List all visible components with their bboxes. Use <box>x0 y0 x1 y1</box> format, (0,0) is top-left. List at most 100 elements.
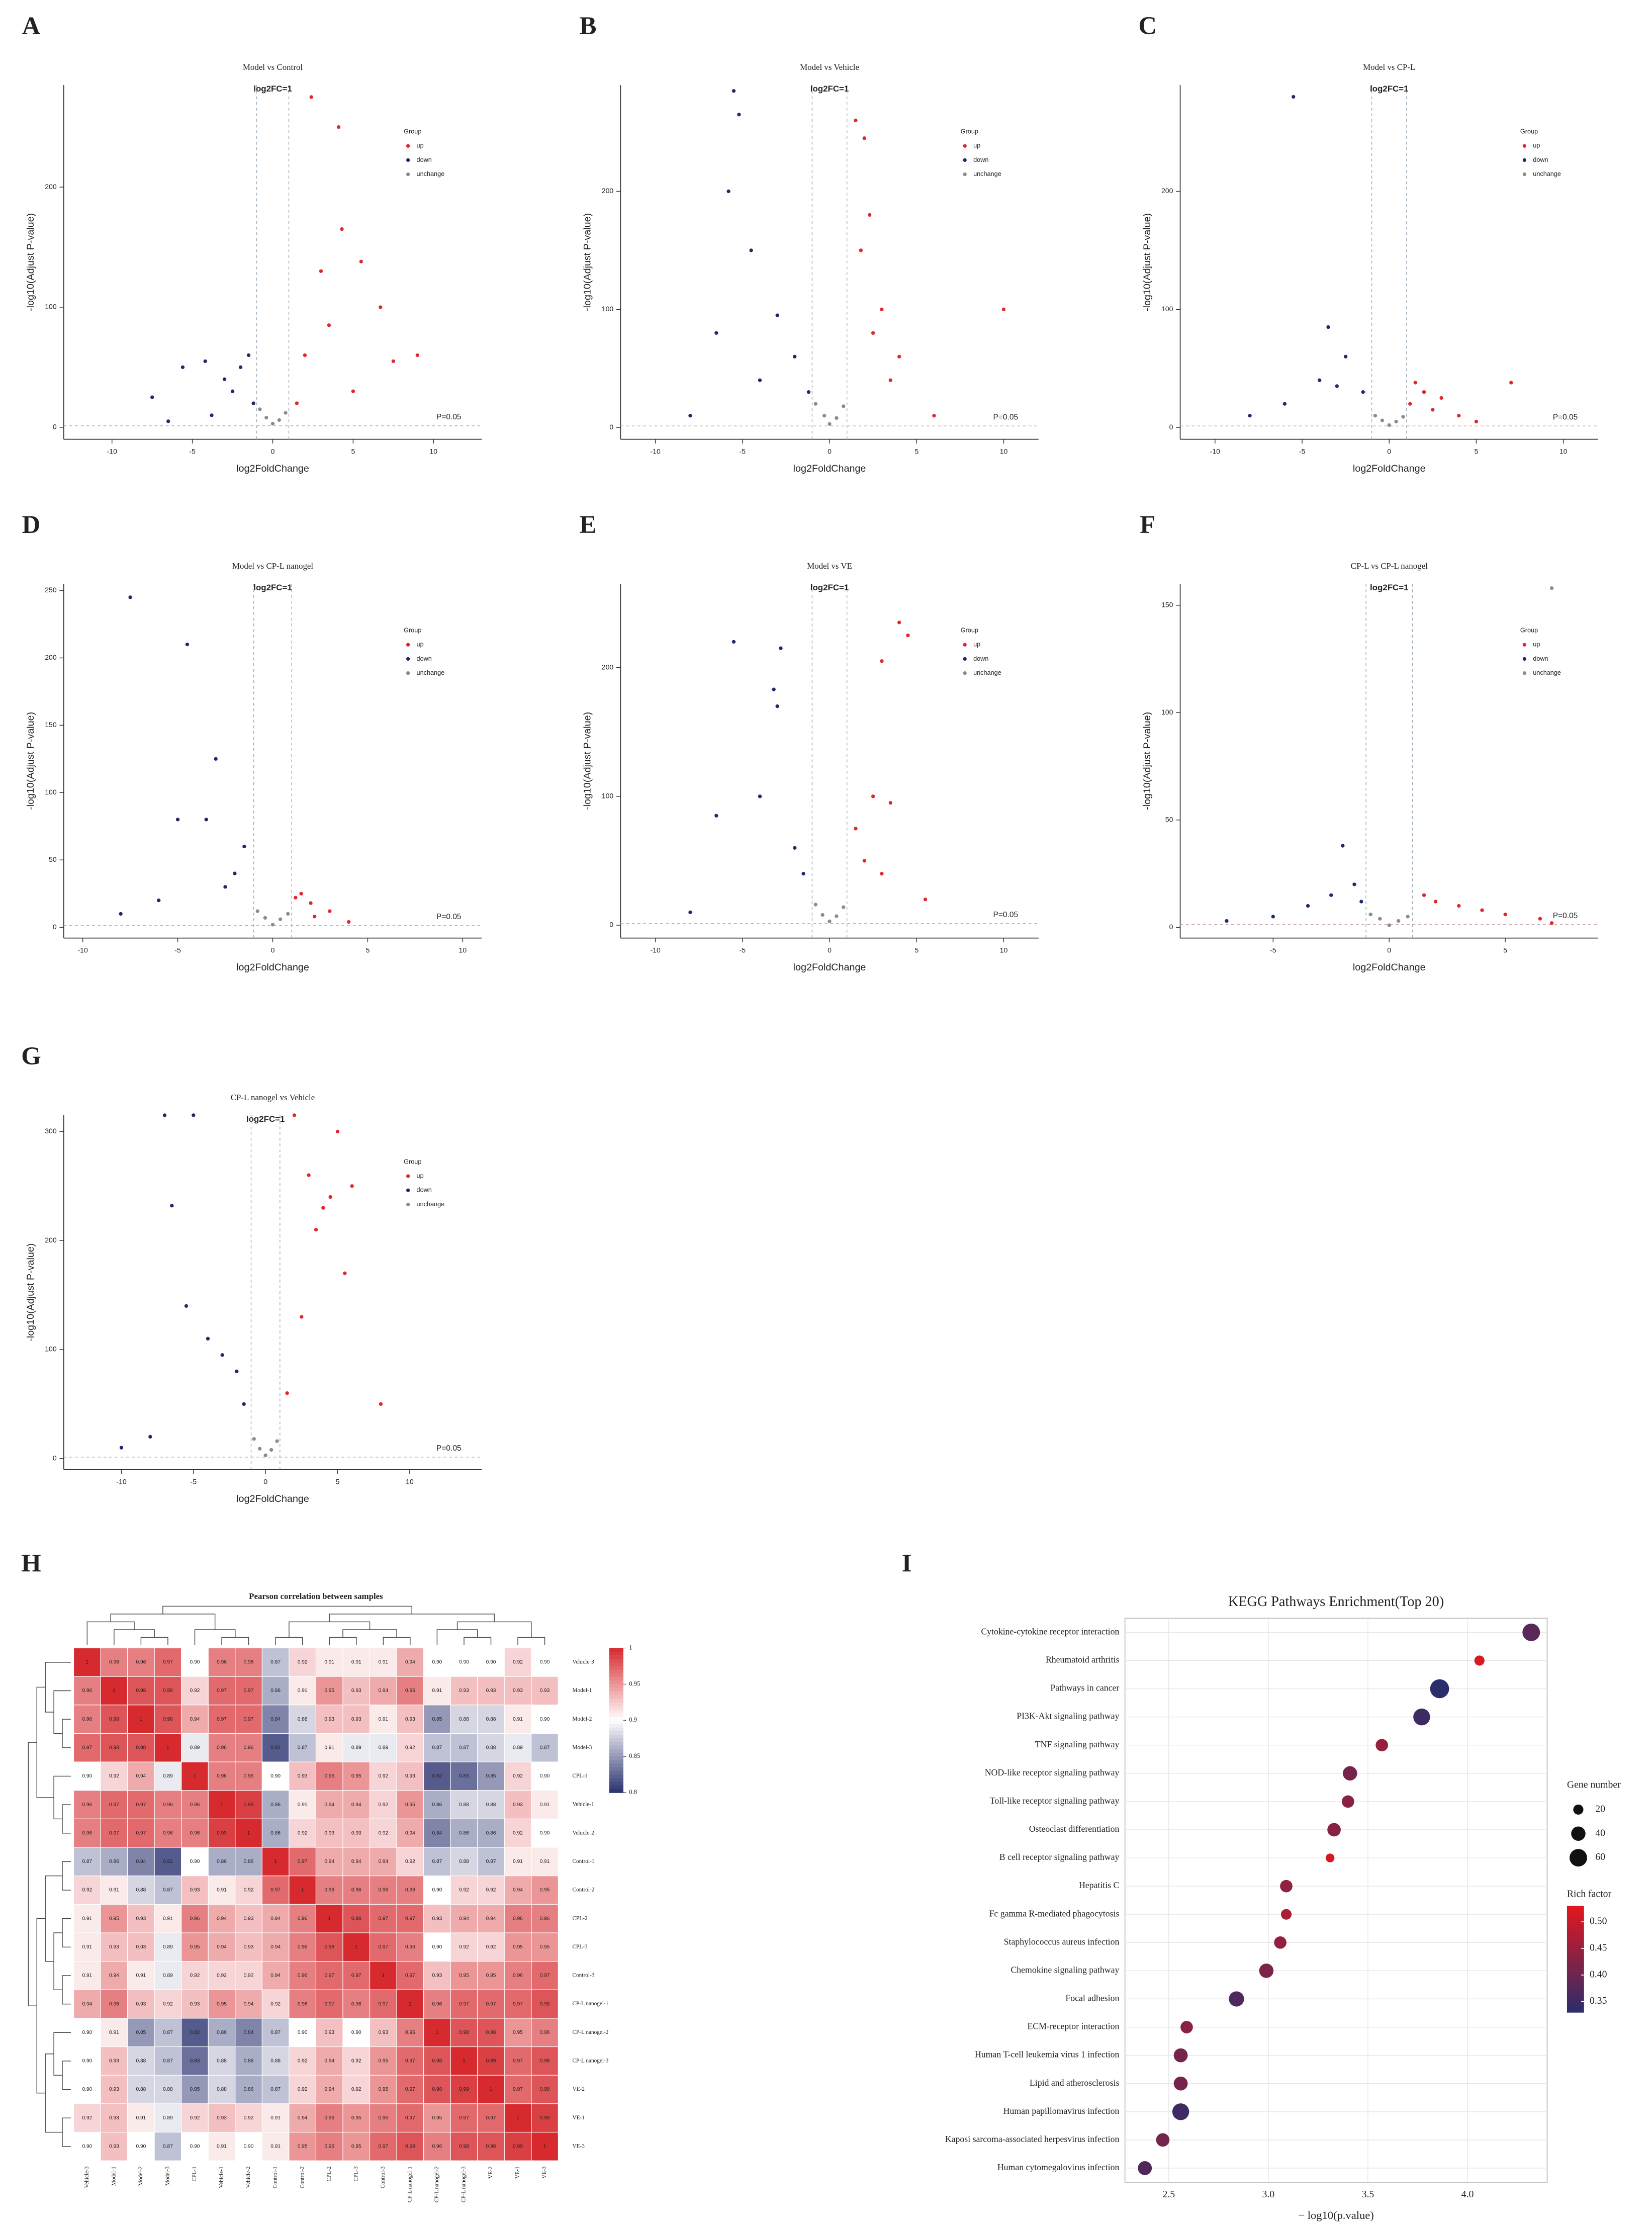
colorbar <box>609 1695 623 1699</box>
cell-label: 0.98 <box>486 2144 496 2150</box>
cell-label: 0.96 <box>163 1830 173 1836</box>
heatmap-cell <box>181 1847 209 1877</box>
cell-label: 0.98 <box>459 2144 469 2150</box>
legend-label: unchange <box>973 170 1001 177</box>
cell-label: 0.91 <box>432 1688 442 1693</box>
cell-label: 1 <box>85 1660 88 1665</box>
colorbar <box>609 1749 623 1753</box>
column-label: Control-1 <box>272 2166 279 2188</box>
dot <box>1138 2161 1152 2175</box>
legend-swatch <box>406 643 410 647</box>
heatmap-cell <box>450 1818 478 1848</box>
cell-label: 0.90 <box>486 1660 496 1665</box>
point <box>214 757 218 761</box>
point <box>340 227 344 231</box>
cell-label: 0.99 <box>540 2115 550 2121</box>
heatmap-cell <box>531 1932 559 1962</box>
row-label: Model-1 <box>573 1687 592 1693</box>
colorbar <box>1567 2008 1584 2013</box>
heatmap-cell <box>423 2131 451 2161</box>
dot <box>1173 2076 1188 2091</box>
cell-label: 0.95 <box>459 1973 469 1979</box>
cell-label: 0.92 <box>109 1773 119 1779</box>
cell-label: 0.92 <box>351 2087 361 2092</box>
cell-label: 0.97 <box>513 2001 523 2007</box>
colorbar-label: 0.95 <box>629 1680 640 1687</box>
x-axis-label: log2FoldChange <box>1353 463 1426 474</box>
heatmap-cell <box>531 1761 559 1791</box>
point <box>835 914 839 918</box>
cell-label: 0.86 <box>217 1859 227 1864</box>
colorbar <box>1567 1955 1584 1959</box>
dendrogram <box>329 1614 495 1622</box>
heatmap-cell <box>181 2018 209 2047</box>
cell-label: 0.96 <box>351 2001 361 2007</box>
cell-label: 0.91 <box>270 2144 281 2150</box>
heatmap-cell <box>450 1761 478 1791</box>
cell-label: 0.93 <box>109 2059 119 2064</box>
colorbar <box>609 1659 623 1663</box>
cell-label: 0.97 <box>298 1859 308 1864</box>
row-label: Model-2 <box>573 1716 592 1722</box>
heatmap-cell <box>100 1932 128 1962</box>
x-tick-label: 5 <box>914 448 919 456</box>
panel-label: D <box>22 510 41 539</box>
x-tick-label: 10 <box>406 1478 414 1486</box>
point <box>263 1453 267 1457</box>
cell-label: 0.96 <box>109 2001 119 2007</box>
x-tick-label: -5 <box>740 946 746 954</box>
cell-label: 0.93 <box>109 2087 119 2092</box>
heatmap-cell <box>154 1818 182 1848</box>
cell-label: 0.96 <box>324 1888 334 1893</box>
heatmap-cell <box>181 1733 209 1762</box>
dendrogram <box>62 1719 71 1748</box>
dot <box>1413 1708 1430 1726</box>
x-tick-label: -5 <box>174 946 181 954</box>
cell-label: 0.89 <box>163 1973 173 1979</box>
cell-label: 0.93 <box>136 1944 146 1950</box>
colorbar <box>1567 1913 1584 1917</box>
legend-swatch <box>963 158 967 162</box>
colorbar <box>609 1669 623 1674</box>
colorbar <box>609 1745 623 1750</box>
cell-label: 0.98 <box>136 1745 146 1750</box>
heatmap-cell <box>477 1676 505 1706</box>
heatmap-cell <box>235 1818 262 1848</box>
heatmap-cell <box>289 1961 317 1990</box>
point <box>294 896 298 900</box>
y-tick-label: 150 <box>1161 601 1173 609</box>
cell-label: 0.93 <box>486 1688 496 1693</box>
heatmap-cell <box>73 1790 101 1819</box>
cell-label: 0.87 <box>270 2087 281 2092</box>
point <box>1549 921 1554 925</box>
cell-label: 0.90 <box>136 2144 146 2150</box>
dendrogram <box>62 1804 71 1834</box>
heatmap-cell <box>235 1989 262 2019</box>
point <box>1248 414 1252 418</box>
heatmap-cell <box>531 1961 559 1990</box>
cell-label: 0.91 <box>378 1717 388 1722</box>
heatmap-cell <box>208 1647 236 1677</box>
colorbar <box>609 1699 623 1703</box>
cell-label: 0.96 <box>82 1717 92 1722</box>
cell-label: 1 <box>543 2144 546 2150</box>
point <box>806 390 811 394</box>
point <box>278 917 283 921</box>
heatmap-cell <box>477 1733 505 1762</box>
cell-label: 0.89 <box>351 1745 361 1750</box>
cell-label: 0.92 <box>82 2115 92 2121</box>
cell-label: 0.98 <box>540 2001 550 2007</box>
chart-title: Model vs CP-L nanogel <box>232 561 314 571</box>
point <box>230 389 235 393</box>
y-axis-label: -log10(Adjust P-value) <box>25 1243 36 1342</box>
cell-label: 0.96 <box>405 1944 415 1950</box>
cell-label: 0.91 <box>136 2115 146 2121</box>
annotation: log2FC=1 <box>246 1114 285 1124</box>
cell-label: 0.87 <box>163 2030 173 2035</box>
legend-label: up <box>417 1172 424 1179</box>
cell-label: 0.91 <box>378 1660 388 1665</box>
heatmap-cell <box>315 2046 343 2076</box>
legend-label: unchange <box>417 170 445 177</box>
heatmap-cell <box>315 1961 343 1990</box>
legend-swatch <box>406 1202 410 1207</box>
